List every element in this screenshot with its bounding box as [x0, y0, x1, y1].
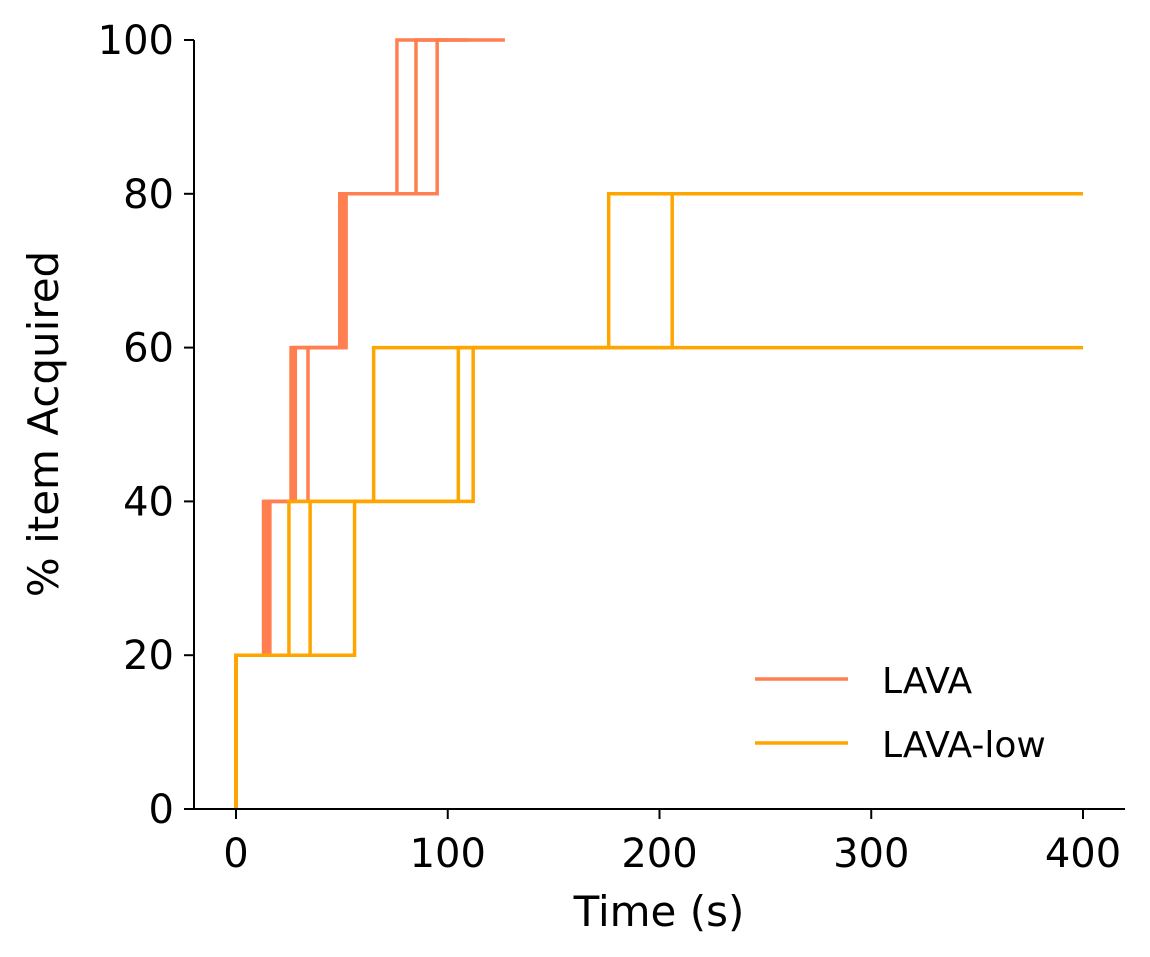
x-tick-label: 200: [621, 831, 697, 877]
x-tick-label: 300: [833, 831, 909, 877]
y-tick-label: 0: [149, 787, 174, 833]
y-tick-label: 80: [123, 172, 174, 218]
series-line-lava-2: [234, 38, 469, 809]
x-tick-label: 100: [410, 831, 486, 877]
legend-label-lava: LAVA: [882, 661, 973, 702]
x-axis-label: Time (s): [573, 887, 745, 936]
series-layer: [234, 38, 1083, 809]
y-tick-label: 100: [98, 18, 174, 64]
series-line-lava-0: [234, 38, 505, 809]
legend: LAVA LAVA-low: [755, 661, 1046, 766]
y-ticks: 0 20 40 60 80 100: [98, 18, 194, 833]
y-tick-label: 40: [123, 479, 174, 525]
legend-label-lava-low: LAVA-low: [882, 725, 1046, 766]
x-tick-label: 400: [1045, 831, 1121, 877]
y-axis-label: % item Acquired: [19, 251, 68, 597]
x-ticks: 0 100 200 300 400: [223, 809, 1121, 877]
x-tick-label: 0: [223, 831, 248, 877]
y-tick-label: 60: [123, 326, 174, 372]
series-line-lava-1: [234, 38, 448, 809]
y-tick-label: 20: [123, 633, 174, 679]
series-line-lava-low-6: [234, 345, 1083, 809]
